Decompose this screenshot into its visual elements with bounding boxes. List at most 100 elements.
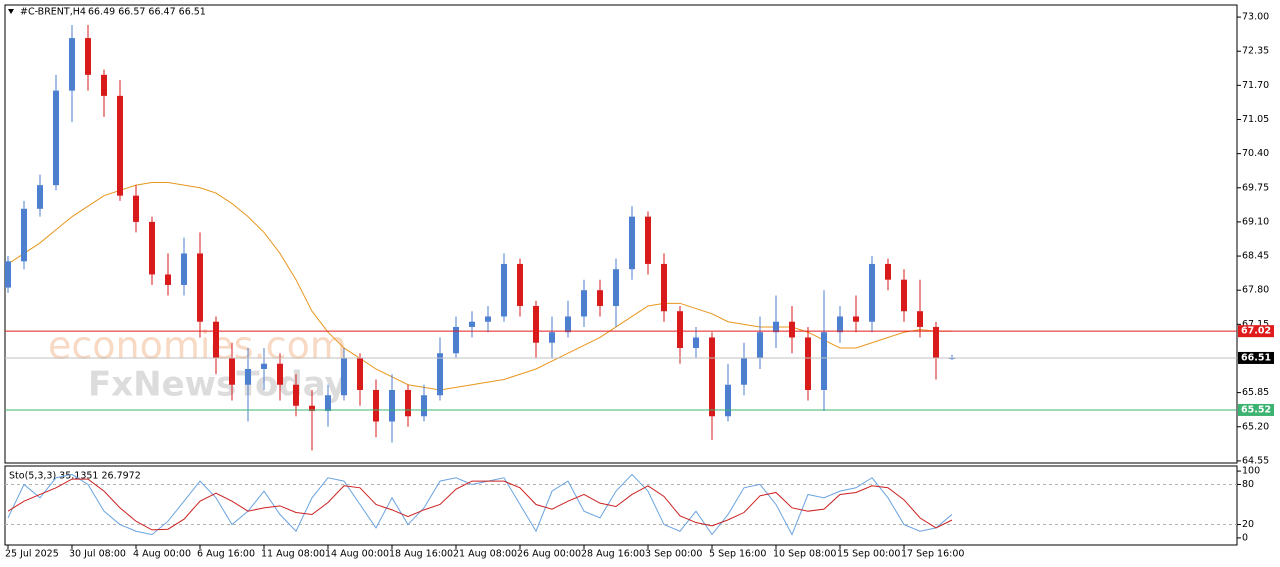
candle-body <box>213 321 219 359</box>
price-label-box <box>1238 351 1274 364</box>
y-tick-label: 68.45 <box>1242 251 1269 262</box>
candle-body <box>533 305 539 343</box>
candle-body <box>37 185 43 209</box>
y-tick-label: 67.80 <box>1242 285 1269 296</box>
stoch-panel <box>4 465 1238 546</box>
x-tick-label: 15 Sep 00:00 <box>837 549 900 560</box>
candle-body <box>453 326 459 354</box>
candle-body <box>373 389 379 422</box>
y-tick-label: 64.55 <box>1242 455 1269 466</box>
candle-body <box>485 316 491 322</box>
watermark: economies.com <box>48 324 347 368</box>
candle-body <box>933 326 939 359</box>
candle-body <box>53 90 59 186</box>
candle-body <box>597 290 603 306</box>
x-tick-label: 11 Aug 08:00 <box>261 549 325 560</box>
x-tick-label: 28 Aug 16:00 <box>581 549 645 560</box>
x-tick-label: 10 Sep 08:00 <box>773 549 836 560</box>
price-label-box <box>1238 403 1274 416</box>
candle-body <box>677 311 683 348</box>
x-tick-label: 18 Aug 16:00 <box>389 549 453 560</box>
candle-body <box>437 353 443 396</box>
candle-body <box>101 74 107 96</box>
candle-body <box>21 208 27 262</box>
candle-body <box>357 358 363 390</box>
y-tick-label: 67.15 <box>1242 319 1269 330</box>
x-tick-label: 17 Sep 16:00 <box>901 549 964 560</box>
y-tick-label: 72.35 <box>1242 46 1269 57</box>
candle-body <box>117 95 123 196</box>
candle-body <box>261 363 267 369</box>
y-tick-label: 65.20 <box>1242 421 1269 432</box>
candle-body <box>341 358 347 396</box>
candle-body <box>69 38 75 91</box>
main-panel <box>4 4 1238 464</box>
y-tick-label: 69.10 <box>1242 216 1269 227</box>
x-tick-label: 5 Sep 16:00 <box>709 549 766 560</box>
candle-body <box>789 321 795 338</box>
candle-body <box>629 216 635 270</box>
candle-body <box>901 279 907 312</box>
candle-body <box>389 389 395 422</box>
stoch-line <box>7 478 953 531</box>
price-label-box <box>1238 325 1274 338</box>
ohlc-label: 66.49 66.57 66.47 66.51 <box>88 7 206 18</box>
watermark: FxNewsToday <box>88 365 347 405</box>
candle-body <box>709 337 715 417</box>
x-tick-label: 14 Aug 00:00 <box>325 549 389 560</box>
x-tick-label: 4 Aug 00:00 <box>133 549 191 560</box>
candle-body <box>821 332 827 390</box>
candle-body <box>661 263 667 312</box>
x-tick-label: 21 Aug 08:00 <box>453 549 517 560</box>
candle-body <box>229 358 235 385</box>
candle-body <box>549 332 555 343</box>
candle-body <box>165 274 171 285</box>
candle-body <box>277 363 283 385</box>
candle-body <box>149 221 155 275</box>
y-tick-label: 100 <box>1242 466 1260 477</box>
price-label: 67.02 <box>1241 326 1271 337</box>
menu-arrow[interactable] <box>8 9 14 14</box>
candle-body <box>5 261 11 288</box>
y-tick-label: 20 <box>1242 519 1254 530</box>
candle-body <box>725 384 731 417</box>
candle-body <box>85 38 91 75</box>
x-tick-label: 26 Aug 00:00 <box>517 549 581 560</box>
candle-body <box>581 290 587 317</box>
candle-body <box>853 316 859 322</box>
candle-body <box>693 337 699 348</box>
candle-body <box>309 405 315 412</box>
y-tick-label: 70.40 <box>1242 148 1269 159</box>
y-tick-label: 65.85 <box>1242 387 1269 398</box>
x-tick-label: 30 Jul 08:00 <box>69 549 126 560</box>
x-tick-label: 25 Jul 2025 <box>5 549 59 560</box>
x-tick-label: 6 Aug 16:00 <box>197 549 255 560</box>
y-tick-label: 80 <box>1242 479 1254 490</box>
candle-body <box>245 368 251 385</box>
candle-body <box>421 395 427 417</box>
y-tick-label: 0 <box>1242 532 1248 543</box>
y-tick-label: 71.05 <box>1242 114 1269 125</box>
candle-body <box>469 321 475 327</box>
stoch-line <box>7 473 953 536</box>
candle-body <box>405 389 411 417</box>
candle-body <box>325 395 331 412</box>
candle-body <box>869 263 875 322</box>
candle-body <box>837 316 843 333</box>
candle-body <box>741 358 747 385</box>
candle-body <box>645 216 651 264</box>
price-label: 65.52 <box>1241 404 1271 415</box>
x-tick-label: 3 Sep 00:00 <box>645 549 702 560</box>
y-tick-label: 73.00 <box>1242 12 1269 23</box>
candle-body <box>917 311 923 327</box>
candle-body <box>197 253 203 322</box>
candle-body <box>133 195 139 222</box>
candle-body <box>293 384 299 406</box>
candle-body <box>757 332 763 359</box>
candle-body <box>885 263 891 280</box>
candle-body <box>501 263 507 317</box>
y-tick-label: 71.70 <box>1242 80 1269 91</box>
y-tick-label: 69.75 <box>1242 182 1269 193</box>
price-label: 66.51 <box>1241 352 1271 363</box>
